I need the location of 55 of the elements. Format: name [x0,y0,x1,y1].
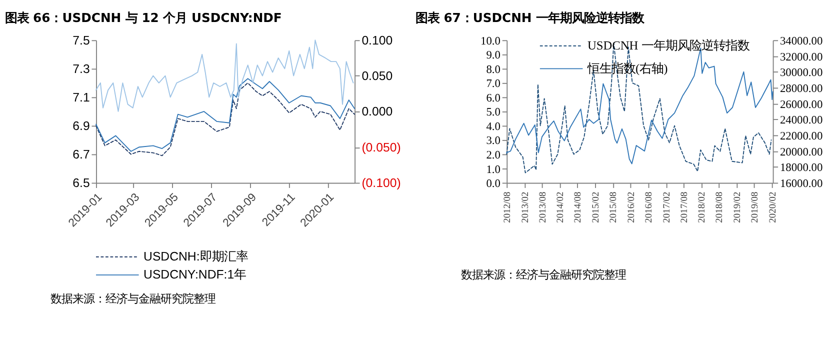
legend-label: USDCNY:NDF:1年 [144,268,246,282]
y2-tick-label: 30000.00 [780,67,823,80]
x-tick-label: 2016/02 [626,192,637,223]
y-tick-label: 6.7 [72,148,90,162]
x-tick-label: 2019/08 [750,192,760,223]
y-tick-label: 1.0 [486,164,501,176]
y-tick-label: 7.0 [486,78,501,90]
y2-tick-label: 24000.00 [780,114,823,127]
y2-tick-label: 0.100 [362,33,393,48]
y-tick-label: 9.0 [486,50,501,62]
x-tick-label: 2012/08 [502,192,513,223]
y2-tick-label: 20000.00 [780,146,823,158]
source-note: 数据来源：经济与金融研究院整理 [461,268,626,282]
x-tick-label: 2014/02 [556,192,566,223]
x-tick-label: 2017/02 [662,192,672,223]
x-tick-label: 2013/08 [538,192,548,223]
line-series [96,40,354,112]
y-tick-label: 0.0 [486,178,501,190]
y2-tick-label: 32000.00 [780,51,823,64]
x-tick-label: 2015/02 [591,192,602,223]
x-tick-label: 2013/02 [520,192,531,223]
y-tick-label: 4.0 [486,120,501,133]
y2-tick-label: 34000.00 [780,35,823,48]
y2-tick-label: 0.050 [362,69,393,84]
x-tick-label: 2014/08 [574,192,584,223]
x-tick-label: 2017/08 [680,192,690,223]
y2-tick-label: 18000.00 [780,162,823,174]
x-tick-label: 2015/08 [609,192,619,223]
y2-tick-label: 28000.00 [780,82,823,95]
legend-label: USDCNH:即期汇率 [144,250,248,264]
y-tick-label: 5.0 [486,106,501,119]
y2-tick-label: (0.100) [362,176,401,190]
chart-title: 图表 67：USDCNH 一年期风险逆转指数 [415,11,646,26]
y-tick-label: 8.0 [486,64,501,76]
x-tick-label: 2020/02 [768,192,778,223]
y-tick-label: 6.9 [72,118,90,133]
y-tick-label: 3.0 [486,135,501,148]
chart-title: 图表 66：USDCNH 与 12 个月 USDCNY:NDF [4,11,282,26]
x-tick-label: 2019/02 [732,192,743,223]
y2-tick-label: (0.050) [362,140,401,154]
x-tick-label: 2018/02 [698,192,708,223]
y2-tick-label: 0.000 [362,104,393,119]
y-tick-label: 6.0 [486,92,501,104]
source-note: 数据来源：经济与金融研究院整理 [50,292,216,306]
y-tick-label: 7.1 [72,90,90,104]
y-tick-label: 2.0 [486,150,501,162]
y2-tick-label: 22000.00 [780,130,823,142]
y-tick-label: 6.5 [72,176,90,190]
y-tick-label: 7.5 [72,33,90,48]
y-tick-label: 10.0 [480,35,501,48]
y-tick-label: 7.3 [72,62,90,76]
y2-tick-label: 16000.00 [780,178,823,190]
y2-tick-label: 26000.00 [780,98,823,111]
x-tick-label: 2016/08 [644,192,654,223]
x-tick-label: 2018/08 [715,192,726,223]
